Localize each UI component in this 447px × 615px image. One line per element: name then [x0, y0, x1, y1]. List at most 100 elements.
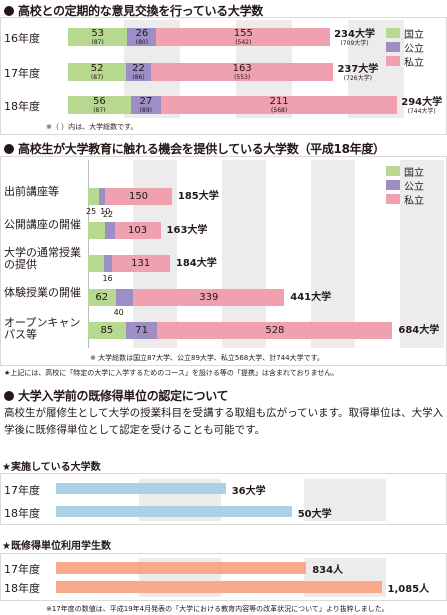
- legend-item-national: 国立: [386, 164, 424, 179]
- bar-value-label: 834人: [312, 565, 344, 576]
- legend-item-private: 私立: [386, 192, 424, 207]
- bar-segment-private: 150: [105, 188, 172, 205]
- bar-value: 163: [232, 63, 252, 74]
- row-label: 大学の通常授業の提供: [4, 246, 81, 271]
- bar-segment-public: 71: [125, 322, 158, 339]
- legend-label: 公立: [404, 181, 424, 193]
- bar-segment-national: 53 (87): [68, 28, 128, 46]
- row-total: 185大学: [178, 191, 219, 202]
- bar-segment-national: 56 (87): [68, 96, 131, 114]
- bar-value-outside: 22: [102, 210, 114, 219]
- bar-value-outside: 16: [102, 274, 113, 283]
- row-label: 17年度: [4, 67, 40, 80]
- bar-subvalue: (86): [132, 73, 145, 81]
- bar-value: 339: [199, 291, 219, 303]
- bullet-icon: [4, 6, 14, 16]
- legend-swatch-national: [386, 166, 400, 176]
- bar-segment-public: [104, 222, 115, 239]
- bar-segment-private: 211 (568): [160, 96, 398, 114]
- bar: [56, 483, 226, 494]
- bar-segment-public: [99, 188, 106, 205]
- bar-value-outside: 10: [100, 207, 111, 216]
- section2-legend: 国立 公立 私立: [386, 164, 424, 207]
- legend-label: 国立: [404, 167, 424, 179]
- bar-subvalue: (87): [93, 106, 106, 114]
- bar-value-label: 50大学: [297, 509, 332, 520]
- total-value: 163大学: [166, 225, 208, 236]
- row-label: 体験授業の開催: [4, 286, 81, 299]
- total-subvalue: (726大学): [343, 75, 372, 82]
- bar-subvalue: (542): [235, 38, 252, 46]
- section3-note: ※17年度の数値は、平成19年4月発表の「大学における教育内容等の改革状況につい…: [46, 605, 389, 613]
- legend-swatch-public: [386, 42, 400, 52]
- bar-value: 103: [128, 224, 148, 236]
- section1-legend: 国立 公立 私立: [386, 26, 424, 69]
- bar-segment-national: 62: [88, 289, 116, 306]
- total-subvalue: (744大学): [407, 108, 436, 115]
- section1-title-text: 高校との定期的な意見交換を行っている大学数: [18, 4, 263, 18]
- bar-segment-private: 528: [157, 322, 393, 339]
- bar: [56, 581, 382, 593]
- row-label: 公開講座の開催: [4, 218, 81, 231]
- total-value: 234大学: [334, 29, 375, 40]
- section3-body: 高校生が履修生として大学の授業科目を受講する取組も広がっています。取得単位は、大…: [4, 407, 444, 436]
- bar-segment-national: 52 (87): [68, 63, 127, 81]
- bar-value: 27: [139, 96, 153, 107]
- bar-subvalue: (87): [90, 73, 104, 81]
- bar-subvalue: (80): [135, 38, 149, 46]
- row-label: オープンキャンパス等: [4, 316, 81, 341]
- bar-value-label: 36大学: [231, 486, 266, 497]
- bar-subvalue: (89): [139, 106, 152, 114]
- bar-value-outside: 25: [86, 207, 97, 216]
- section2-note2: ★上記には、高校に「特定の大学に入学するためのコース」を設ける等の「提携」は含ま…: [4, 369, 339, 377]
- bar-value: 56: [92, 96, 106, 107]
- row-label: 16年度: [4, 32, 40, 45]
- bar-subvalue: (87): [91, 38, 104, 46]
- bar-segment-national: [88, 222, 105, 239]
- legend-swatch-private: [386, 56, 400, 66]
- grid-band: [399, 160, 444, 348]
- bar-value-label: 1,085人: [387, 584, 430, 595]
- bar-segment-public: 27 (89): [130, 96, 161, 114]
- bullet-icon: [4, 391, 14, 401]
- row-total: 237大学 (726大学): [337, 64, 378, 82]
- section2-note1: ※ 大学総数は国立87大学、公立89大学、私立568大学、計744大学です。: [90, 354, 324, 362]
- grid-band: [221, 160, 266, 348]
- bar-segment-public: [115, 289, 134, 306]
- legend-label: 国立: [404, 29, 424, 41]
- bar-segment-national: [88, 255, 105, 272]
- bullet-icon: [4, 144, 14, 154]
- legend-item-private: 私立: [386, 54, 424, 69]
- legend-swatch-national: [386, 28, 400, 38]
- bar-subvalue: (553): [234, 73, 251, 81]
- bar-segment-private: 131: [111, 255, 170, 272]
- bar-segment-private: 163 (553): [150, 63, 334, 81]
- axis-line: [88, 160, 89, 348]
- bar-value: 53: [91, 28, 105, 39]
- total-value: 294大学: [401, 97, 443, 108]
- total-subvalue: (709大学): [340, 40, 369, 47]
- row-total: 441大学: [290, 292, 331, 303]
- sub1-title: ★実施している大学数: [2, 462, 101, 473]
- bar-segment-national: [88, 188, 100, 205]
- row-label: 18年度: [4, 582, 40, 595]
- row-label: 出前講座等: [4, 185, 59, 198]
- bar-segment-public: [104, 255, 112, 272]
- total-value: 184大学: [175, 258, 217, 269]
- legend-swatch-public: [386, 180, 400, 190]
- bar-value: 131: [131, 257, 151, 269]
- bar-value: 26: [135, 28, 149, 39]
- bar: [56, 506, 292, 517]
- legend-label: 公立: [404, 43, 424, 55]
- section2-title-text: 高校生が大学教育に触れる機会を提供している大学数（平成18年度）: [18, 142, 385, 156]
- bar-value: 150: [128, 190, 149, 202]
- bar-value-outside: 40: [113, 308, 124, 317]
- legend-item-public: 公立: [386, 178, 424, 193]
- row-total: 294大学 (744大学): [401, 97, 442, 115]
- sub2-title: ★既修得単位利用学生数: [2, 541, 111, 552]
- legend-swatch-private: [386, 194, 400, 204]
- legend-item-public: 公立: [386, 40, 424, 55]
- section3-title: 大学入学前の既修得単位の認定について: [4, 387, 229, 404]
- total-value: 237大学: [337, 64, 379, 75]
- legend-label: 私立: [404, 195, 424, 207]
